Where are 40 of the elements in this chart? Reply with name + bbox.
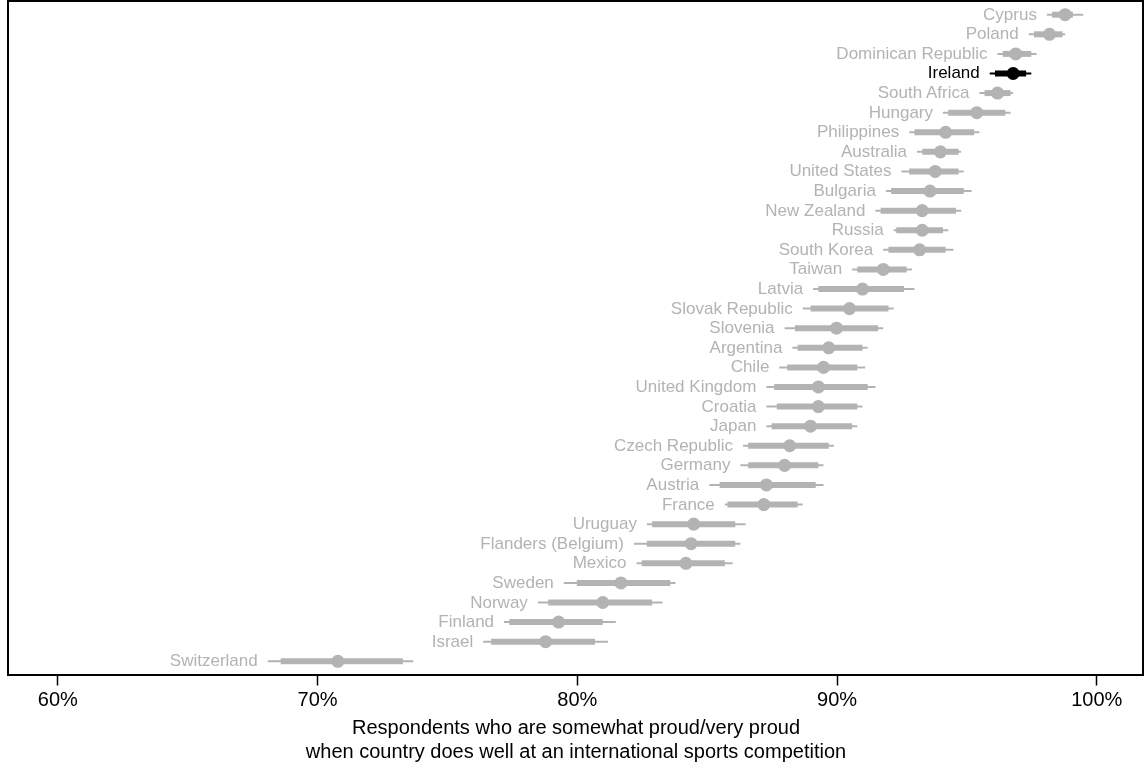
y-tick-label: Austria [646, 474, 700, 494]
x-tick-label: 100% [1071, 687, 1123, 710]
y-tick-label: France [661, 494, 715, 514]
y-tick-label: Japan [710, 416, 757, 436]
y-tick-label: Sweden [492, 572, 554, 592]
y-tick-label: Latvia [757, 279, 804, 299]
y-tick-label: Russia [831, 220, 885, 240]
y-tick-label: Israel [431, 631, 474, 651]
y-tick-label: Ireland [927, 63, 980, 83]
y-tick-label: Bulgaria [813, 181, 877, 201]
y-tick-label: Germany [660, 455, 731, 475]
y-tick-label: Cyprus [983, 4, 1037, 24]
y-tick-label: Poland [965, 24, 1019, 44]
y-tick-label: Switzerland [169, 651, 258, 671]
y-tick-label: Australia [840, 141, 908, 161]
x-tick-label: 70% [297, 687, 338, 710]
y-tick-label: Slovenia [709, 318, 776, 338]
y-tick-label: Croatia [701, 396, 757, 416]
y-tick-label: South Africa [877, 83, 970, 103]
y-tick-label: South Korea [778, 239, 874, 259]
y-tick-label: Argentina [709, 337, 783, 357]
y-tick-label: Czech Republic [613, 435, 734, 455]
y-tick-label: Chile [730, 357, 770, 377]
y-tick-label: Finland [438, 612, 495, 632]
x-tick-label: 90% [817, 687, 858, 710]
y-tick-label: Dominican Republic [836, 43, 989, 63]
x-tick-label: 60% [37, 687, 79, 710]
x-tick-label: 80% [557, 687, 598, 710]
x-axis-title: Respondents who are somewhat proud/very proud when country does well at an international sports competition [304, 715, 847, 762]
y-tick-label: Flanders (Belgium) [480, 533, 624, 553]
y-tick-label: Uruguay [572, 514, 638, 534]
y-tick-label: Philippines [817, 122, 900, 142]
y-tick-label: Slovak Republic [670, 298, 794, 318]
y-tick-label: Hungary [868, 102, 934, 122]
y-tick-label: United States [789, 161, 892, 181]
y-tick-label: Taiwan [789, 259, 843, 279]
y-tick-label: Norway [470, 592, 529, 612]
y-tick-label: United Kingdom [635, 376, 757, 396]
y-tick-label: New Zealand [765, 200, 866, 220]
y-tick-label: Mexico [572, 553, 627, 573]
